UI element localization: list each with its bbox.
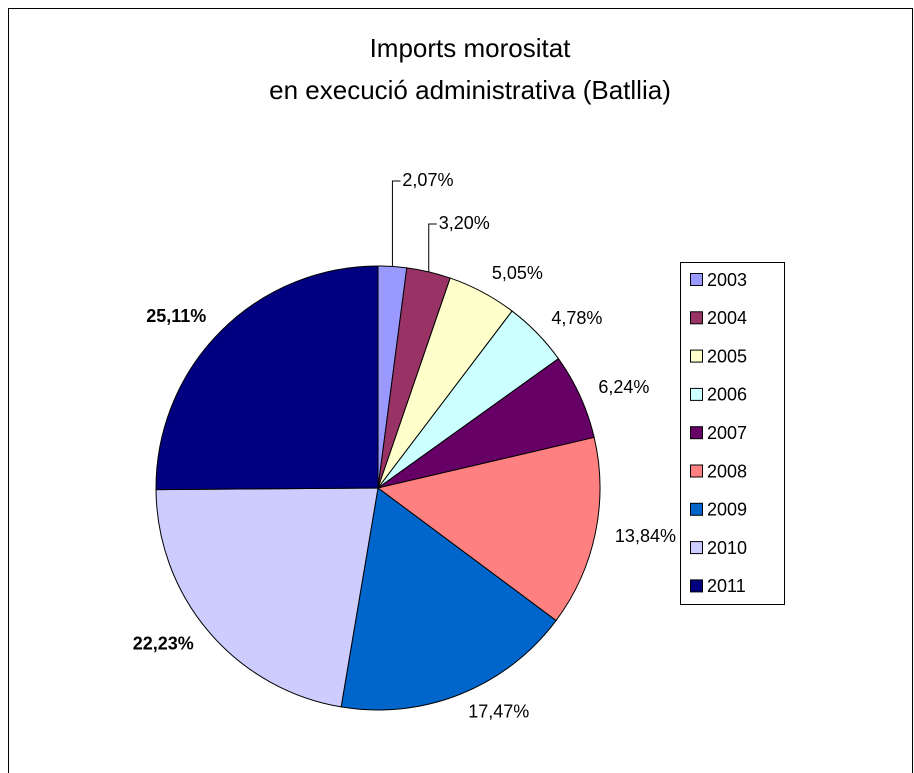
legend-label: 2009	[707, 500, 747, 520]
legend-swatch	[690, 464, 703, 478]
data-label: 5,05%	[492, 263, 543, 283]
data-label: 6,24%	[598, 377, 649, 397]
data-label: 22,23%	[133, 634, 194, 654]
data-label: 13,84%	[615, 526, 676, 546]
data-label: 17,47%	[468, 701, 529, 721]
data-label: 25,11%	[146, 306, 206, 326]
legend-swatch	[690, 273, 703, 286]
legend-swatch	[690, 541, 703, 555]
legend-swatch	[690, 349, 703, 363]
legend-swatch	[690, 579, 703, 593]
legend-label: 2008	[707, 461, 747, 481]
pie-slice	[155, 265, 379, 491]
legend-swatch	[690, 387, 703, 401]
legend-label: 2004	[707, 308, 747, 328]
legend-label: 2006	[707, 385, 747, 405]
leader-line	[428, 223, 437, 272]
legend-label: 2003	[707, 270, 747, 290]
legend-label: 2007	[707, 423, 747, 443]
data-label: 3,20%	[439, 213, 490, 233]
pie-slice	[155, 487, 379, 708]
legend-label: 2005	[707, 346, 747, 366]
data-label: 4,78%	[551, 308, 602, 328]
leader-line	[391, 180, 401, 267]
pie-slice	[340, 487, 557, 711]
legend-label: 2011	[707, 576, 746, 596]
chart-title: Imports morositat	[370, 33, 572, 63]
legend-swatch	[690, 426, 703, 440]
pie-slice	[376, 436, 601, 622]
legend-label: 2010	[707, 538, 747, 558]
data-label: 2,07%	[402, 170, 453, 190]
legend-swatch	[690, 502, 703, 516]
legend-swatch	[690, 311, 703, 325]
chart-title: en execució administrativa (Batllia)	[269, 75, 671, 105]
